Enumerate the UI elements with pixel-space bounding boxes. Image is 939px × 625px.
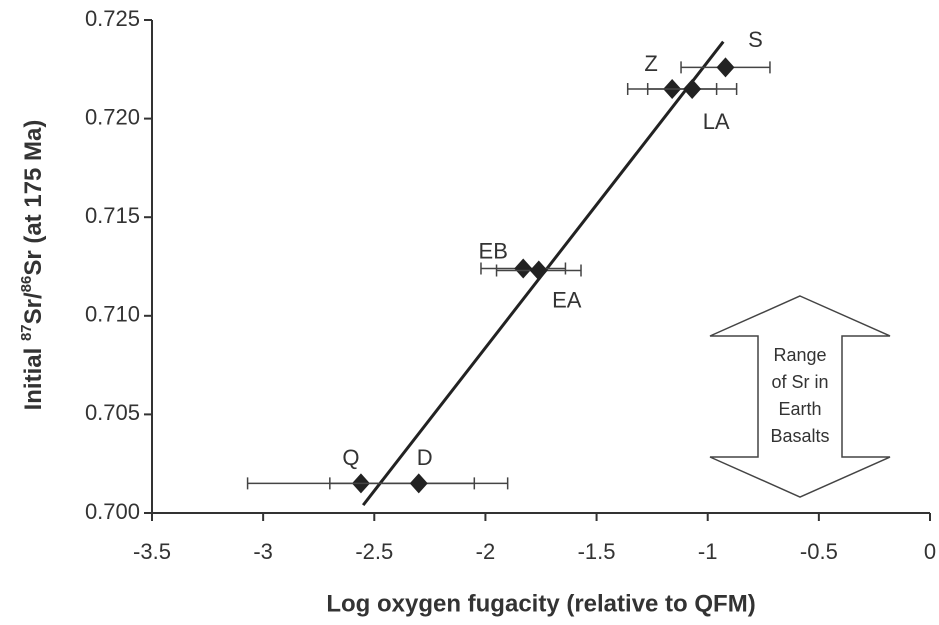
y-label-part: Initial xyxy=(20,341,47,410)
x-tick-label: 0 xyxy=(924,539,936,564)
annotation-text: Range xyxy=(773,345,826,365)
range-arrow xyxy=(709,295,891,498)
point-label: D xyxy=(417,445,433,470)
annotation-text: Basalts xyxy=(770,426,829,446)
point-label: LA xyxy=(703,109,730,134)
y-tick-label: 0.715 xyxy=(85,203,140,228)
x-axis-label: Log oxygen fugacity (relative to QFM) xyxy=(326,590,755,617)
marker xyxy=(716,57,735,78)
annotation-text: of Sr in xyxy=(771,372,828,392)
y-tick-label: 0.710 xyxy=(85,302,140,327)
x-tick-label: -2 xyxy=(476,539,496,564)
marker xyxy=(409,473,428,494)
y-tick-label: 0.705 xyxy=(85,400,140,425)
marker xyxy=(514,258,533,279)
y-label-sup: 87 xyxy=(18,324,35,341)
y-tick-label: 0.720 xyxy=(85,104,140,129)
x-tick-label: -3.5 xyxy=(133,539,171,564)
y-tick-label: 0.700 xyxy=(85,499,140,524)
annotation-text: Earth xyxy=(778,399,821,419)
y-label-part: Sr/ xyxy=(20,292,47,324)
marker xyxy=(683,79,702,100)
x-tick-label: -1 xyxy=(698,539,718,564)
x-tick-label: -2.5 xyxy=(355,539,393,564)
x-tick-label: -1.5 xyxy=(578,539,616,564)
point-label: Z xyxy=(644,51,657,76)
y-tick-label: 0.725 xyxy=(85,6,140,31)
point-label: EA xyxy=(552,287,582,312)
x-tick-label: -0.5 xyxy=(800,539,838,564)
point-label: Q xyxy=(342,445,359,470)
x-tick-label: -3 xyxy=(253,539,273,564)
y-label-sup: 86 xyxy=(18,276,35,293)
y-label-part: Sr (at 175 Ma) xyxy=(20,120,47,276)
marker xyxy=(529,260,548,281)
point-label: EB xyxy=(479,238,508,263)
y-axis-label: Initial 87Sr/86Sr (at 175 Ma) xyxy=(18,120,47,411)
point-label: S xyxy=(748,27,763,52)
